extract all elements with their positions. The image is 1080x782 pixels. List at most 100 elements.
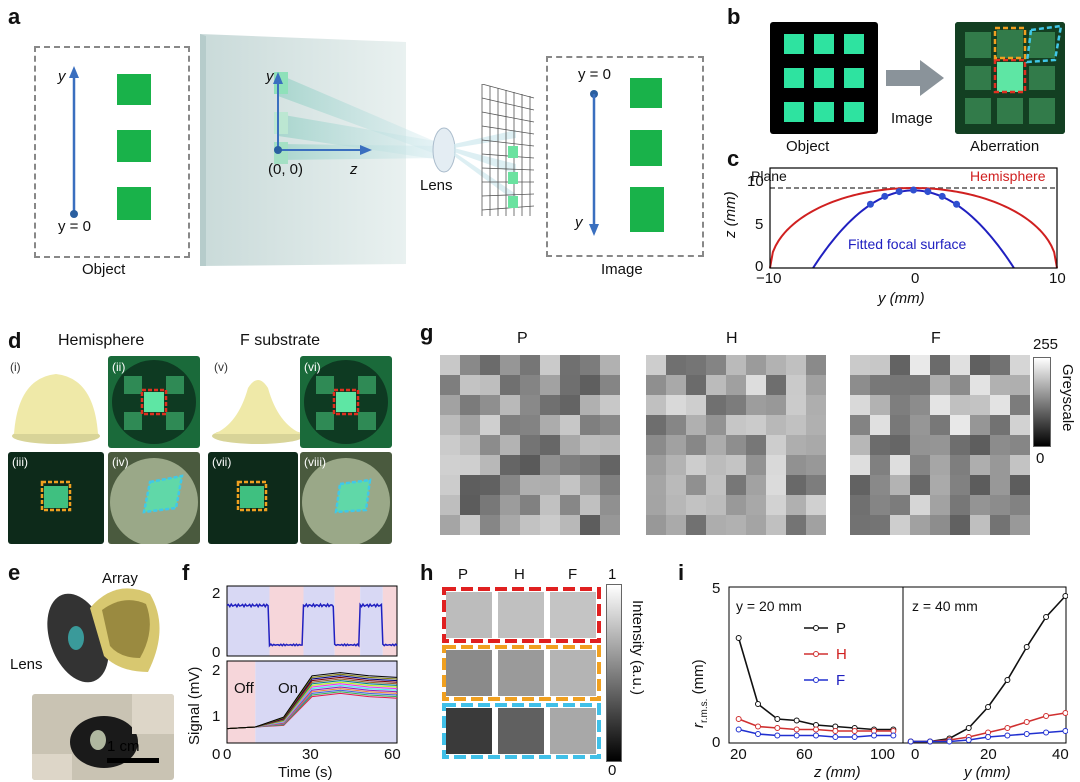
f-state-band <box>227 586 270 656</box>
heatmap-cell <box>1010 375 1030 396</box>
heatmap-cell <box>746 515 767 535</box>
data-point <box>793 726 800 733</box>
data-point <box>1043 713 1050 719</box>
heatmap-cell <box>560 515 581 535</box>
heatmap-cell <box>440 415 461 436</box>
heatmap-cell <box>560 455 581 476</box>
heatmap-f <box>850 355 1030 535</box>
heatmap-cell <box>726 415 747 436</box>
heatmap-cell <box>460 515 481 535</box>
heatmap-cell <box>480 475 501 496</box>
plane-y-label: y <box>266 68 274 85</box>
h-col-h: H <box>514 566 525 583</box>
f-off-label: Off <box>234 680 254 697</box>
heatmap-cell <box>786 455 807 476</box>
chart-c <box>769 167 1058 269</box>
heatmap-cell <box>560 355 581 376</box>
heatmap-cell <box>1010 435 1030 456</box>
heatmap-cell <box>910 355 931 376</box>
focal-point <box>881 192 889 200</box>
heatmap-cell <box>970 475 991 496</box>
heatmap-cell <box>706 395 727 416</box>
data-point <box>1004 677 1011 683</box>
heatmap-cell <box>520 515 541 535</box>
panel-label-b: b <box>727 4 741 29</box>
heatmap-cell <box>440 455 461 476</box>
image-square <box>630 78 662 108</box>
heatmap-cell <box>706 495 727 516</box>
heatmap-cell <box>440 495 461 516</box>
panel-label-c: c <box>727 146 740 171</box>
panel-label-a: a <box>8 4 21 29</box>
i-xtick: 100 <box>870 746 896 763</box>
data-point <box>1023 731 1030 737</box>
f-state-band <box>382 586 397 656</box>
heatmap-cell <box>580 395 601 416</box>
heatmap-cell <box>706 435 727 456</box>
arrow-icon <box>886 60 944 96</box>
heatmap-cell <box>746 435 767 456</box>
heatmap-cell <box>910 515 931 535</box>
scale-bar-label: 1 cm <box>107 738 140 755</box>
heatmap-cell <box>950 355 971 376</box>
heatmap-cell <box>440 395 461 416</box>
f-trace <box>226 672 398 730</box>
chart-f <box>226 585 398 744</box>
heatmap-cell <box>990 495 1011 516</box>
f-on-label: On <box>278 680 299 697</box>
data-point <box>813 732 819 739</box>
e-lens-label: Lens <box>10 656 43 673</box>
data-point <box>1043 614 1050 620</box>
heatmap-cell <box>890 455 911 476</box>
data-point <box>1023 719 1030 725</box>
heatmap-cell <box>970 395 991 416</box>
heatmap-h <box>646 355 826 535</box>
heatmap-cell <box>480 375 501 396</box>
heatmap-cell <box>666 455 687 476</box>
heatmap-cell <box>870 475 891 496</box>
heatmap-cell <box>910 435 931 456</box>
lens-label: Lens <box>420 177 453 194</box>
legend-f: F <box>836 672 846 689</box>
heatmap-cell <box>930 355 951 376</box>
focal-point <box>938 192 946 200</box>
object-square <box>117 130 151 162</box>
heatmap-cell <box>686 415 707 436</box>
data-point <box>890 732 897 739</box>
heatmap-cell <box>746 415 767 436</box>
heatmap-cell <box>786 435 807 456</box>
heatmap-cell <box>806 375 826 396</box>
hemisphere-image-photo <box>108 356 200 448</box>
heatmap-cell <box>766 435 787 456</box>
heatmap-cell <box>890 395 911 416</box>
heatmap-cell <box>440 355 461 376</box>
heatmap-cell <box>786 415 807 436</box>
heatmap-cell <box>480 495 501 516</box>
heatmap-cell <box>560 395 581 416</box>
chart-i <box>728 586 1068 745</box>
heatmap-cell <box>990 515 1011 535</box>
heatmap-cell <box>970 435 991 456</box>
f-state-band <box>255 661 397 743</box>
hemisphere-cyan-photo <box>108 452 200 544</box>
i-xtick: 0 <box>911 746 920 763</box>
f-ytick: 0 <box>212 644 221 661</box>
heatmap-cell <box>580 355 601 376</box>
data-point <box>774 725 781 731</box>
plane-legend: Plane <box>751 168 787 184</box>
f-ylabel: Signal (mV) <box>186 666 203 745</box>
heatmap-cell <box>600 415 620 436</box>
i-xlabel-left: z (mm) <box>814 764 861 781</box>
heatmap-cell <box>850 435 871 456</box>
heatmap-cell <box>460 455 481 476</box>
heatmap-cell <box>786 515 807 535</box>
heatmap-cell <box>580 475 601 496</box>
heatmap-cell <box>666 375 687 396</box>
sub-label: (v) <box>214 360 228 374</box>
heatmap-cell <box>560 375 581 396</box>
data-point <box>755 723 761 730</box>
heatmap-cell <box>646 375 667 396</box>
data-point <box>1004 725 1011 731</box>
heatmap-cell <box>950 455 971 476</box>
c-ylabel: z (mm) <box>722 191 739 238</box>
